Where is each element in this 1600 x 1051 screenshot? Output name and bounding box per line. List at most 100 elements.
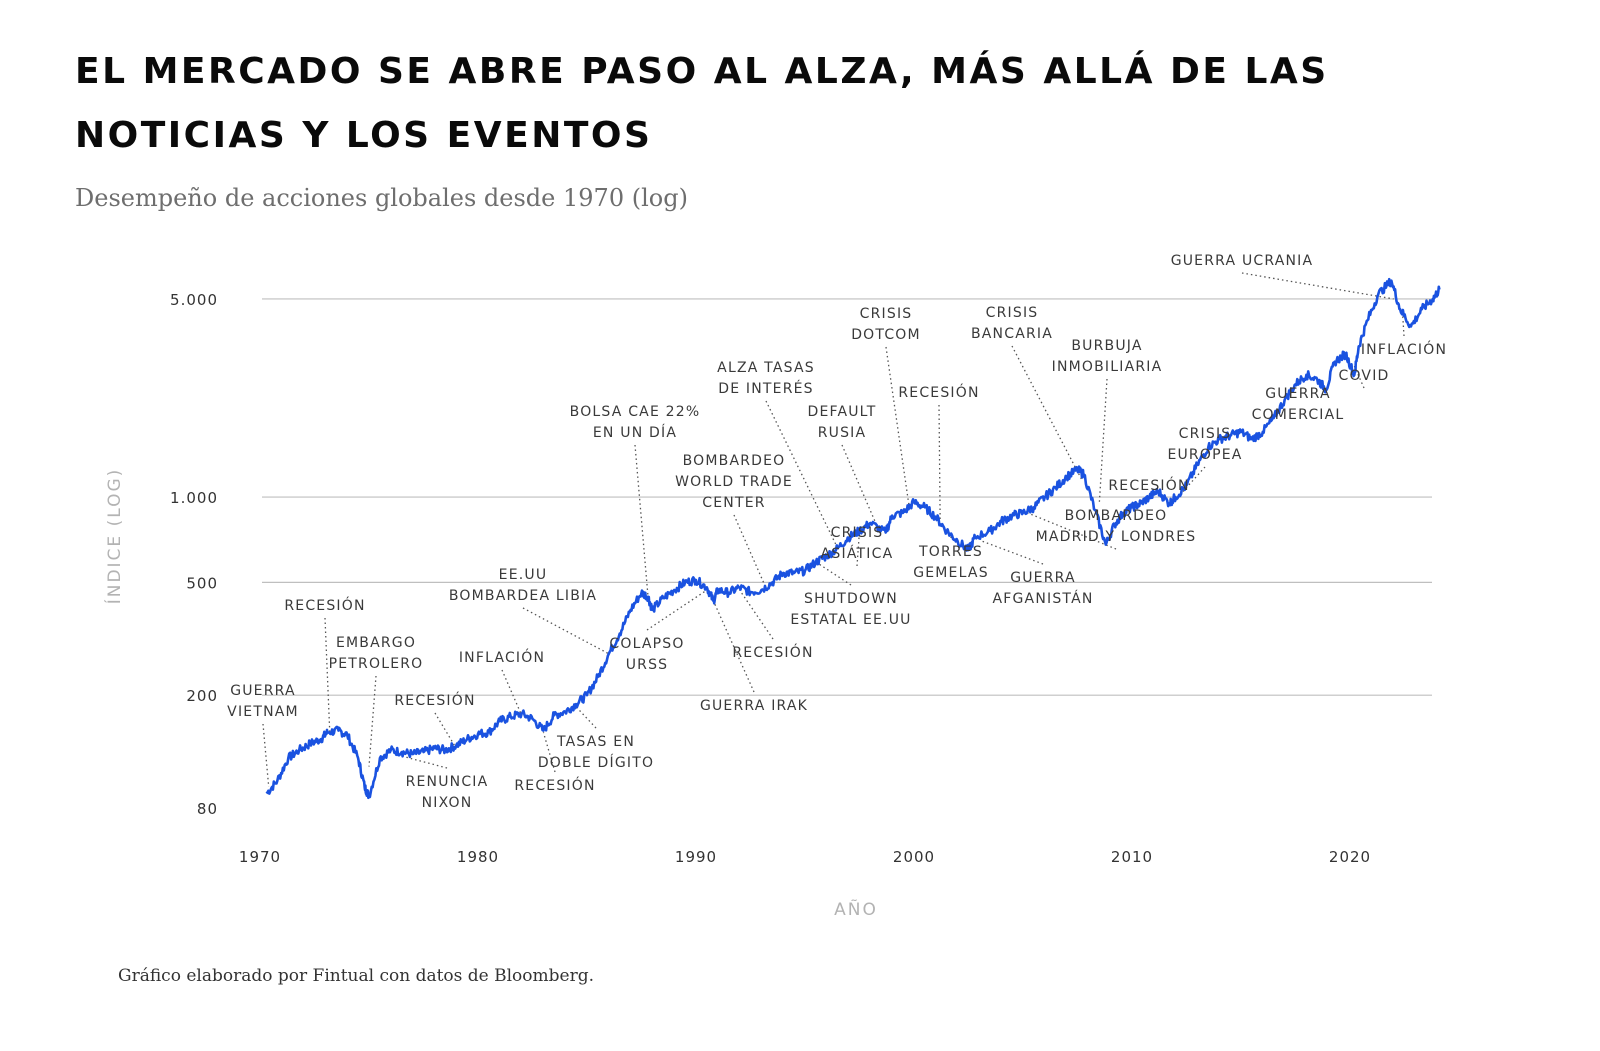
annotation-label: COVID: [1338, 368, 1389, 384]
annotation-leader: [575, 706, 597, 729]
annotation-line: BANCARIA: [971, 326, 1053, 342]
annotation-line: GUERRA UCRANIA: [1171, 253, 1314, 269]
annotation-label: SHUTDOWN ESTATAL EE.UU: [790, 591, 911, 628]
annotation-line: AFGANISTÁN: [992, 590, 1093, 607]
annotation-label: GUERRA IRAK: [700, 698, 808, 714]
annotation-label: BOMBARDEO MADRID Y LONDRES: [1036, 508, 1197, 545]
annotation-label: RECESIÓN: [394, 691, 475, 709]
annotation-line: BURBUJA: [1071, 338, 1142, 354]
y-tick-label: 1.000: [170, 489, 218, 507]
annotation-line: COLAPSO: [609, 636, 684, 652]
annotation-label: CRISIS EUROPEA: [1167, 426, 1242, 463]
source-note: Gráfico elaborado por Fintual con datos …: [118, 966, 594, 986]
x-tick-label: 2010: [1111, 848, 1153, 866]
annotation-line: EE.UU: [499, 567, 548, 583]
annotation-leader: [501, 669, 523, 716]
annotation-line: CENTER: [702, 495, 765, 511]
annotation-line: GUERRA: [1265, 386, 1331, 402]
annotation-line: INFLACIÓN: [1361, 340, 1447, 358]
chart-subtitle: Desempeño de acciones globales desde 197…: [75, 184, 688, 212]
annotation-label: GUERRA COMERCIAL: [1252, 386, 1345, 423]
annotation-line: ASIÁTICA: [821, 545, 894, 562]
annotation-line: MADRID Y LONDRES: [1036, 529, 1197, 545]
x-axis-label: AÑO: [834, 898, 878, 920]
annotation-leader: [522, 607, 610, 655]
annotation-line: RECESIÓN: [284, 596, 365, 614]
annotation-label: INFLACIÓN: [459, 648, 545, 666]
annotation-line: NIXON: [422, 795, 473, 811]
annotation-line: TASAS EN: [556, 734, 635, 750]
annotation-line: VIETNAM: [227, 704, 299, 720]
annotation-leader: [646, 589, 708, 631]
annotation-line: CRISIS: [986, 305, 1039, 321]
y-tick-label: 80: [197, 800, 218, 818]
annotation-label: TORRES GEMELAS: [913, 544, 989, 581]
annotation-label: COLAPSO URSS: [609, 636, 684, 673]
annotation-line: DEFAULT: [807, 404, 876, 420]
x-tick-label: 1990: [675, 848, 717, 866]
annotation-leader: [1241, 272, 1394, 300]
annotation-label: INFLACIÓN: [1361, 340, 1447, 358]
x-tick-label: 2020: [1329, 848, 1371, 866]
annotation-leader: [981, 540, 1044, 565]
annotation-label: RECESIÓN: [514, 776, 595, 794]
y-axis-ticks: 80 200 500 1.000 5.000: [170, 291, 218, 818]
annotation-leader: [1098, 378, 1108, 504]
annotation-label: BURBUJA INMOBILIARIA: [1052, 338, 1163, 375]
annotation-leader: [434, 712, 457, 749]
annotation-line: DE INTERÉS: [718, 380, 814, 397]
annotation-label: DEFAULT RUSIA: [807, 404, 876, 441]
annotation-label: CRISIS BANCARIA: [971, 305, 1053, 342]
annotation-label: RECESIÓN: [1108, 476, 1189, 494]
annotation-label: EMBARGO PETROLERO: [329, 635, 424, 672]
annotation-label: RECESIÓN: [284, 596, 365, 614]
x-tick-label: 1980: [457, 848, 499, 866]
annotation-label: BOLSA CAE 22% EN UN DÍA: [570, 404, 701, 441]
annotation-line: GUERRA: [230, 683, 296, 699]
x-tick-label: 1970: [239, 848, 281, 866]
annotation-line: BOLSA CAE 22%: [570, 404, 701, 420]
annotation-line: BOMBARDEO: [1065, 508, 1168, 524]
annotation-label: TASAS EN DOBLE DÍGITO: [538, 734, 654, 771]
annotation-line: ALZA TASAS: [717, 360, 815, 376]
y-tick-label: 200: [186, 687, 218, 705]
annotation-leaders: [262, 272, 1405, 787]
annotation-label: RECESIÓN: [732, 643, 813, 661]
annotation-line: GUERRA: [1010, 570, 1076, 586]
annotation-line: CRISIS: [1179, 426, 1232, 442]
annotation-line: INFLACIÓN: [459, 648, 545, 666]
annotation-label: CRISIS ASIÁTICA: [821, 525, 894, 562]
series-line: [265, 277, 1441, 800]
y-axis-label: ÍNDICE (LOG): [103, 468, 125, 605]
annotation-line: WORLD TRADE: [675, 474, 793, 490]
annotation-line: DOBLE DÍGITO: [538, 754, 654, 771]
annotation-line: DOTCOM: [851, 327, 921, 343]
annotation-leader: [1172, 466, 1206, 503]
annotation-leader: [739, 589, 774, 640]
annotation-leader: [634, 444, 649, 597]
annotation-leader: [401, 755, 448, 769]
annotation-label: CRISIS DOTCOM: [851, 306, 921, 343]
annotation-line: PETROLERO: [329, 656, 424, 672]
annotation-line: RENUNCIA: [406, 774, 489, 790]
annotation-leader: [938, 404, 941, 522]
annotation-line: BOMBARDEA LIBIA: [449, 588, 597, 604]
annotation-line: GEMELAS: [913, 565, 989, 581]
annotation-label: EE.UU BOMBARDEA LIBIA: [449, 567, 597, 604]
annotation-line: COVID: [1338, 368, 1389, 384]
annotation-label: BOMBARDEO WORLD TRADE CENTER: [675, 453, 793, 511]
annotation-line: EMBARGO: [336, 635, 416, 651]
annotation-leader: [841, 444, 880, 532]
y-tick-label: 500: [186, 574, 218, 592]
annotation-line: ESTATAL EE.UU: [790, 612, 911, 628]
annotation-label: GUERRA AFGANISTÁN: [992, 570, 1093, 607]
annotation-line: SHUTDOWN: [804, 591, 898, 607]
annotation-line: EUROPEA: [1167, 447, 1242, 463]
annotation-line: EN UN DÍA: [593, 424, 677, 441]
annotation-leader: [856, 530, 861, 567]
annotation-line: RECESIÓN: [514, 776, 595, 794]
annotation-leader: [885, 346, 911, 511]
chart-title: EL MERCADO SE ABRE PASO AL ALZA, MÁS ALL…: [75, 51, 1329, 156]
annotation-line: RUSIA: [818, 425, 867, 441]
